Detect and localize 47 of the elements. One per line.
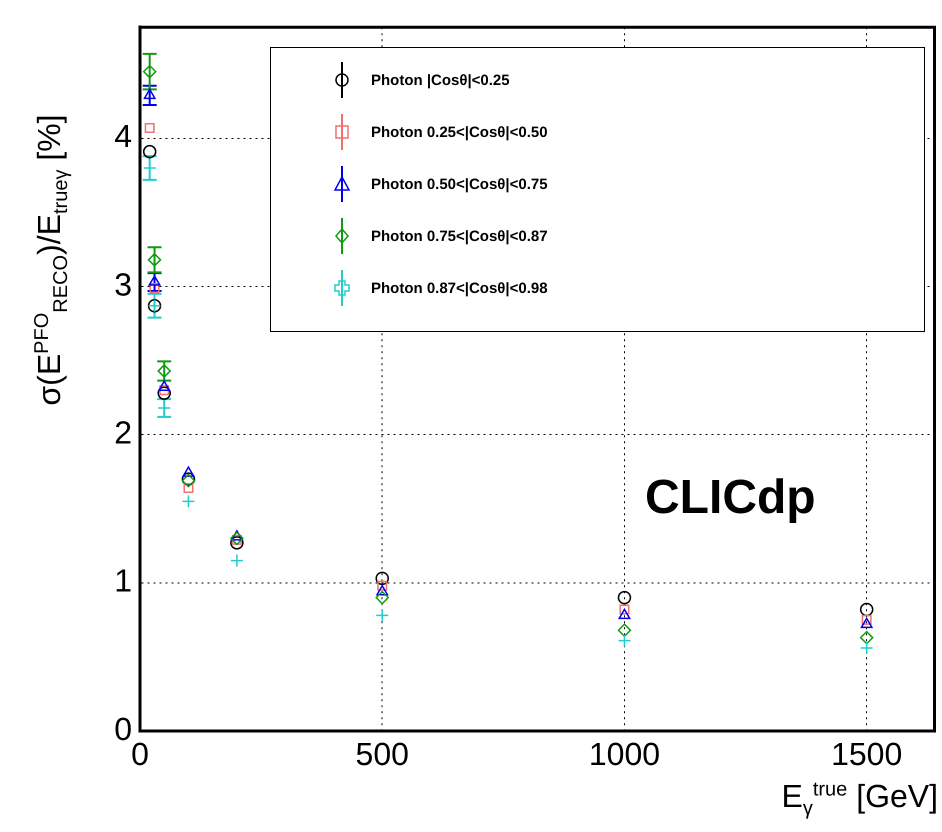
point — [619, 604, 630, 614]
y-tick-label: 4 — [114, 118, 132, 154]
point — [182, 466, 194, 477]
point — [148, 275, 160, 286]
x-axis-title: E$_{γ}$$^{true}$ [GeV] — [781, 778, 938, 820]
point — [860, 641, 874, 655]
point — [158, 380, 170, 391]
point — [182, 494, 196, 508]
point — [618, 608, 630, 620]
point — [142, 144, 156, 158]
y-tick-label: 0 — [114, 710, 132, 747]
point — [157, 386, 171, 400]
point — [618, 590, 632, 604]
point — [230, 536, 244, 550]
point — [150, 282, 160, 293]
point — [144, 88, 156, 100]
point — [183, 483, 194, 493]
legend-label: Photon 0.75<|Cosθ|<0.87 — [371, 228, 548, 244]
point — [142, 64, 156, 78]
y-tick-label: 3 — [114, 266, 132, 302]
x-tick-label: 1000 — [588, 736, 660, 772]
x-tick-label: 1500 — [831, 736, 902, 772]
x-tick-label: 500 — [356, 736, 409, 772]
point — [230, 530, 243, 541]
y-tick-label: 1 — [114, 562, 132, 599]
point — [860, 602, 874, 616]
legend-label: Photon |Cosθ|<0.25 — [371, 72, 510, 88]
point — [375, 572, 389, 586]
point — [375, 590, 389, 604]
point — [230, 554, 244, 568]
point — [375, 608, 389, 622]
point — [618, 623, 632, 637]
point — [142, 161, 156, 175]
point — [860, 630, 874, 644]
annotation: CLICdp — [645, 470, 816, 525]
legend-label: Photon 0.25<|Cosθ|<0.50 — [371, 124, 548, 140]
point — [860, 618, 873, 628]
legend-label: Photon 0.87<|Cosθ|<0.98 — [371, 280, 548, 296]
point — [230, 532, 244, 546]
legend-label: Photon 0.50<|Cosθ|<0.75 — [371, 176, 548, 192]
point — [376, 584, 388, 596]
point — [618, 634, 632, 648]
point — [862, 614, 872, 625]
point — [148, 253, 162, 267]
y-tick-label: 2 — [114, 414, 132, 450]
point — [377, 580, 388, 591]
point — [144, 122, 155, 133]
